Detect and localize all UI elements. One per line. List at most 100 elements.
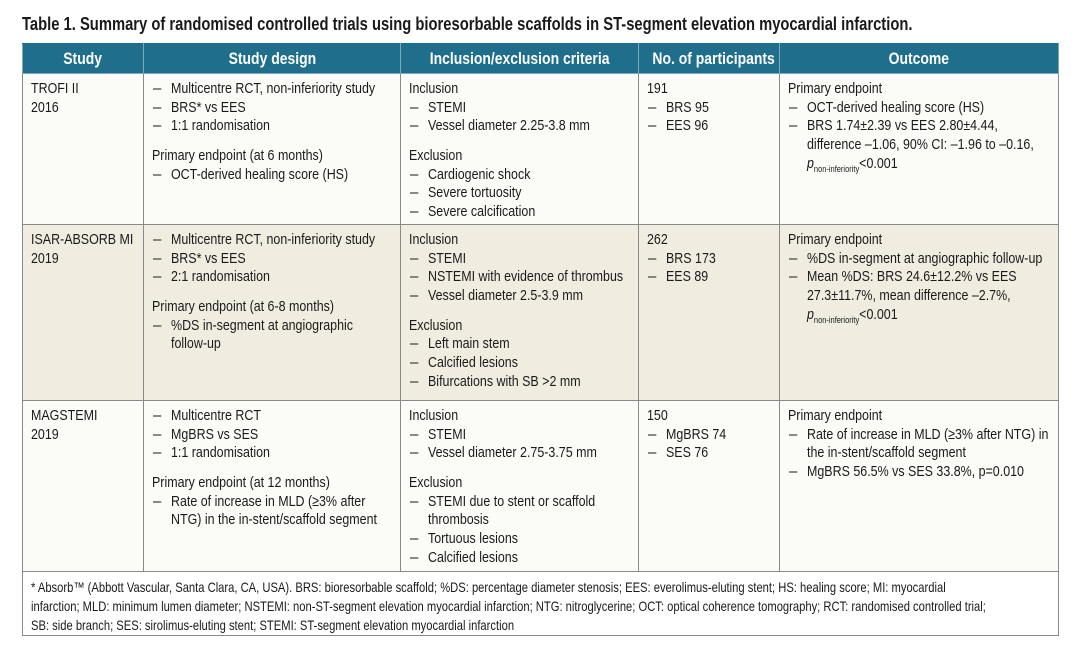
line-text: Primary endpoint (at 12 months) xyxy=(152,474,330,492)
table-row: TROFI II 2016– Multicentre RCT, non-inferi… xyxy=(22,73,1059,225)
dash-bullet: – xyxy=(153,492,162,510)
dash-bullet: – xyxy=(410,268,419,286)
line-text: Bifurcations with SB >2 mm xyxy=(428,372,581,390)
p-subscript: non-inferiority xyxy=(813,314,860,325)
p-value-line: pnon-inferiority<0.001 xyxy=(788,155,1050,174)
line-text: Inclusion xyxy=(409,407,459,424)
line-text: MgBRS 74 xyxy=(666,425,727,443)
list-item: – Bifurcations with SB >2 mm xyxy=(409,373,630,392)
line-text: BRS* vs EES xyxy=(171,249,246,267)
footnote-text: * Absorb™ (Abbott Vascular, Santa Clara,… xyxy=(31,579,946,595)
list-item: – BRS 173 xyxy=(647,250,771,269)
dash-bullet: – xyxy=(789,463,798,481)
line-text: the in-stent/scaffold segment xyxy=(807,444,966,462)
list-item: – MgBRS vs SES xyxy=(152,426,392,445)
p-value: pnon-inferiority<0.001 xyxy=(807,155,898,179)
column-header-label: Inclusion/exclusion criteria xyxy=(429,48,610,68)
section-heading: Primary endpoint (at 6 months) xyxy=(152,147,392,166)
section-heading: 191 xyxy=(647,80,771,99)
dash-bullet: – xyxy=(648,249,657,267)
list-item: –2:1 randomisation xyxy=(152,268,392,287)
column-header-label: Study design xyxy=(228,48,316,68)
section-heading: MAGSTEMI xyxy=(31,407,135,426)
dash-bullet: – xyxy=(410,444,419,462)
dash-bullet: – xyxy=(153,316,162,334)
list-item: –1:1 randomisation xyxy=(152,117,392,136)
dash-bullet: – xyxy=(410,335,419,353)
dash-bullet: – xyxy=(648,117,657,135)
line-text: EES 96 xyxy=(666,117,709,135)
section-heading: Primary endpoint xyxy=(788,407,1050,426)
list-item: – BRS 1.74±2.39 vs EES 2.80±4.44, xyxy=(788,117,1050,136)
dash-bullet: – xyxy=(410,530,419,548)
list-item: – Calcified lesions xyxy=(409,549,630,568)
line-text: Calcified lesions xyxy=(428,548,518,566)
list-item: – STEMI xyxy=(409,99,630,118)
line-text: NTG) in the in-stent/scaffold segment xyxy=(171,511,377,529)
cell-outcome: Primary endpoint – %DS in-segment at angio… xyxy=(779,224,1059,401)
line-text: Primary endpoint xyxy=(788,231,883,248)
line-text: Primary endpoint xyxy=(788,407,883,424)
line-text: Inclusion xyxy=(409,231,459,248)
dash-bullet: – xyxy=(153,98,162,116)
footnote-text: infarction; MLD: minimum lumen diameter;… xyxy=(31,598,986,614)
line-text: %DS in-segment at angiographic xyxy=(171,316,354,334)
line-text: BRS 173 xyxy=(666,249,716,267)
cell-criteria: Inclusion – STEMI – Vessel diameter 2.75-3.7… xyxy=(400,400,639,572)
dash-bullet: – xyxy=(153,407,162,424)
column-header-study-design: Study design xyxy=(143,43,401,74)
list-item: – MgBRS 74 xyxy=(647,426,771,445)
line-text: Rate of increase in MLD (≥3% after NTG) … xyxy=(807,425,1049,443)
line-text: MAGSTEMI xyxy=(31,407,98,424)
section-heading: 150 xyxy=(647,407,771,426)
column-header-outcome: Outcome xyxy=(779,43,1059,74)
list-item: – Rate of increase in MLD (≥3% after xyxy=(152,493,392,512)
list-item: – SES 76 xyxy=(647,444,771,463)
list-item: – BRS* vs EES xyxy=(152,99,392,118)
footnote-text: SB: side branch; SES: sirolimus-eluting … xyxy=(31,617,515,633)
line-text: Severe tortuosity xyxy=(428,184,522,202)
line-text: 2:1 randomisation xyxy=(171,268,270,286)
column-header-label: Study xyxy=(63,48,103,68)
dash-bullet: – xyxy=(410,98,419,116)
line-text: Calcified lesions xyxy=(428,354,518,372)
p-symbol: p xyxy=(807,154,814,172)
table-title: Table 1. Summary of randomised controlle… xyxy=(22,14,913,34)
cell-outcome: Primary endpoint – OCT-derived healing sco… xyxy=(779,73,1059,225)
line-text: STEMI xyxy=(428,98,467,116)
list-item: – Cardiogenic shock xyxy=(409,166,630,185)
line-text: EES 89 xyxy=(666,268,709,286)
dash-bullet: – xyxy=(789,268,798,286)
line-text: Inclusion xyxy=(409,80,459,97)
dash-bullet: – xyxy=(410,117,419,135)
section-heading: Exclusion xyxy=(409,474,630,493)
line-text: OCT-derived healing score (HS) xyxy=(807,98,985,116)
section-heading: ISAR-ABSORB MI xyxy=(31,231,135,250)
line-text: 2016 xyxy=(31,98,59,116)
line-text: Left main stem xyxy=(428,335,510,353)
line-text: %DS in-segment at angiographic follow-up xyxy=(807,249,1043,267)
section-heading: Primary endpoint (at 6-8 months) xyxy=(152,298,392,317)
list-item: – %DS in-segment at angiographic xyxy=(152,317,392,336)
cell-criteria: Inclusion – STEMI – Vessel diameter 2.25-3.8… xyxy=(400,73,639,225)
line-text: BRS* vs EES xyxy=(171,98,246,116)
list-item: – BRS 95 xyxy=(647,99,771,118)
line-text: 262 xyxy=(647,231,668,248)
line-text: follow-up xyxy=(171,335,221,353)
dash-bullet: – xyxy=(410,372,419,390)
list-item: – NSTEMI with evidence of thrombus xyxy=(409,268,630,287)
cell-study: MAGSTEMI 2019 xyxy=(22,400,144,572)
list-item: – Rate of increase in MLD (≥3% after NTG)… xyxy=(788,426,1050,445)
dash-bullet: – xyxy=(153,444,162,462)
dash-bullet: – xyxy=(648,98,657,116)
line-text: NSTEMI with evidence of thrombus xyxy=(428,268,624,286)
column-header-label: No. of participants xyxy=(652,48,775,68)
dash-bullet: – xyxy=(410,203,419,221)
p-result: <0.001 xyxy=(859,305,898,323)
list-item: – STEMI xyxy=(409,250,630,269)
list-item: NTG) in the in-stent/scaffold segment xyxy=(152,511,392,530)
list-item: – %DS in-segment at angiographic follow-u… xyxy=(788,250,1050,269)
list-item: – STEMI due to stent or scaffold xyxy=(409,493,630,512)
dash-bullet: – xyxy=(153,231,162,248)
section-heading: Inclusion xyxy=(409,231,630,250)
